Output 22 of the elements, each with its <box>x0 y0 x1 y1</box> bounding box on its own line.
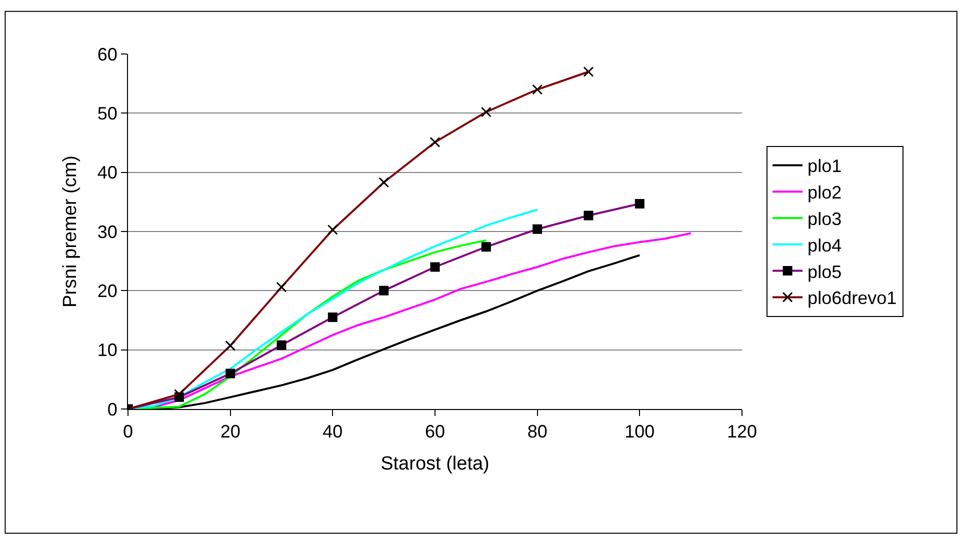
y-tick-label: 60 <box>97 44 118 64</box>
y-tick-label: 0 <box>107 399 118 420</box>
legend-label: plo4 <box>808 235 842 256</box>
x-tick-label: 100 <box>624 422 655 442</box>
y-tick-label: 10 <box>97 340 118 360</box>
y-tick-label: 30 <box>97 222 118 242</box>
x-tick-label: 40 <box>322 422 343 442</box>
x-tick-label: 0 <box>122 422 134 442</box>
legend-label: plo3 <box>808 209 842 230</box>
y-tick-label: 40 <box>97 162 118 183</box>
y-axis-title: Prsni premer (cm) <box>60 155 82 308</box>
legend-label: plo2 <box>808 182 842 203</box>
x-tick-label: 80 <box>527 422 548 442</box>
x-axis-title: Starost (leta) <box>380 453 490 474</box>
x-tick-label: 60 <box>424 422 446 442</box>
y-tick-label: 20 <box>97 280 118 301</box>
x-tick-label: 120 <box>726 422 758 442</box>
legend-label: plo5 <box>808 262 842 282</box>
x-tick-label: 20 <box>220 422 240 442</box>
legend-label: plo1 <box>808 156 842 176</box>
legend-label: plo6drevo1 <box>808 288 897 308</box>
y-tick-label: 50 <box>97 103 118 124</box>
